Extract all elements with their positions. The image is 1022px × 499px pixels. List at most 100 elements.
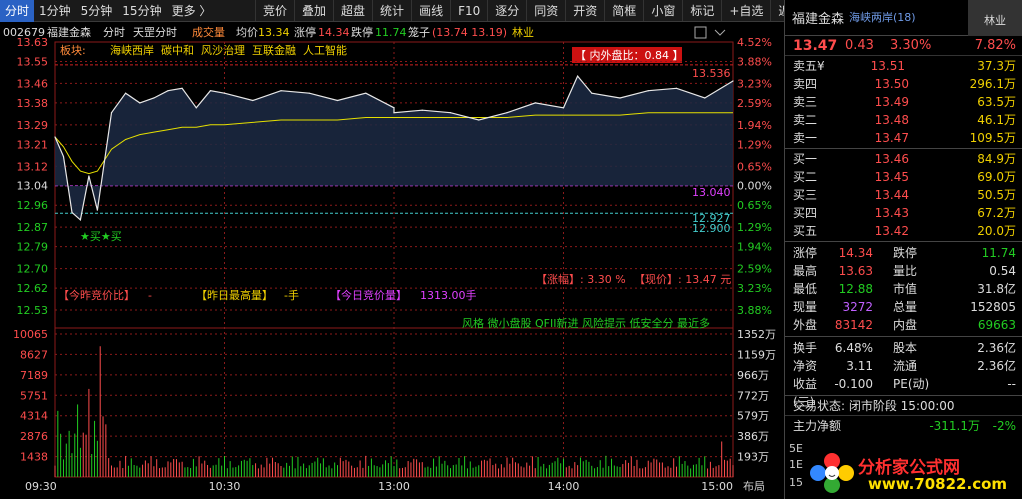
period-tab-4[interactable]: 更多 〉 (171, 3, 212, 18)
stat-label: 跌停 (893, 246, 918, 260)
percent-tick: 1.29% (737, 138, 772, 151)
style-tags: 风格 微小盘股 QFII新进 风险提示 低安全分 最近多 (462, 316, 710, 330)
stat-label: 最高 (793, 264, 818, 278)
price-point (252, 99, 254, 102)
toolbar-button-11[interactable]: 标记 (682, 0, 721, 21)
time-tick: 10:30 (209, 480, 241, 493)
ask-row[interactable]: 卖三 13.49 63.5万 (785, 93, 1022, 111)
ask-book: 卖五 ¥13.51 37.3万 卖四 13.50 296.1万 卖三 13.49 63.5万 卖二… (785, 56, 1022, 149)
stat-label: PE(动) (893, 377, 930, 391)
panel-change-pct: 3.30% (890, 38, 932, 53)
bid-row[interactable]: 买四 13.43 67.2万 (785, 204, 1022, 222)
volume-amount-tick: 193万 (737, 451, 769, 464)
bid-row[interactable]: 买二 13.45 69.0万 (785, 168, 1022, 186)
panel-industry-pct: 7.82% (974, 38, 1016, 53)
stat-row: 净资 3.11 流通 2.36亿 (785, 357, 1022, 375)
ask-row[interactable]: 卖二 13.48 46.1万 (785, 111, 1022, 129)
price-point (619, 97, 621, 99)
ask-row[interactable]: 卖四 13.50 296.1万 (785, 75, 1022, 93)
bid-row[interactable]: 买五 13.42 20.0万 (785, 222, 1022, 240)
toolbar-button-6[interactable]: 逐分 (487, 0, 526, 21)
chart-svg[interactable]: 002679 福建金森 分时 天罡分时 成交量 均价 13.34 涨停 14.3… (0, 22, 783, 499)
period-tab-1[interactable]: 1分钟 (39, 3, 71, 18)
side-tab-2[interactable]: 15 (789, 476, 803, 489)
settings-icon[interactable] (694, 26, 707, 39)
stat-value: 3.11 (846, 359, 873, 373)
price-tick: 12.70 (17, 263, 49, 276)
side-tab-1[interactable]: 1E (789, 458, 803, 471)
bid-level-label: 买四 (793, 206, 818, 220)
price-point (139, 102, 141, 104)
period-tab-0[interactable]: 分时 (0, 0, 35, 22)
volume-tick: 8627 (20, 348, 48, 361)
prev-close-marker-label: 13.040 (692, 186, 731, 199)
toolbar-button-7[interactable]: 同资 (526, 0, 565, 21)
change-label: 【涨幅】: 3.30 % (536, 273, 626, 286)
stat-value: 31.8亿 (977, 282, 1016, 296)
bid-price: 13.44 (874, 188, 909, 202)
toolbar-button-3[interactable]: 统计 (372, 0, 411, 21)
bid-volume: 69.0万 (977, 170, 1016, 184)
price-point (195, 107, 197, 109)
chevron-down-icon[interactable] (714, 29, 726, 36)
bid-price: 13.42 (874, 224, 909, 238)
bid-price: 13.45 (874, 170, 909, 184)
stats-block-2: 换手 6.48% 股本 2.36亿 净资 3.11 流通 2.36亿 收益(三) -0.100 PE… (785, 337, 1022, 409)
price-tick: 12.79 (17, 241, 49, 254)
intraday-chart[interactable]: 002679 福建金森 分时 天罡分时 成交量 均价 13.34 涨停 14.3… (0, 22, 783, 499)
period-tab-3[interactable]: 15分钟 (122, 3, 162, 18)
toolbar-button-9[interactable]: 简框 (604, 0, 643, 21)
volume-amount-tick: 579万 (737, 410, 769, 423)
price-point (704, 97, 706, 99)
volume-amount-tick: 772万 (737, 389, 769, 402)
layout-tab[interactable]: 布局 (743, 480, 765, 493)
bid-row[interactable]: 买三 13.44 50.5万 (785, 186, 1022, 204)
price-tick: 13.12 (17, 160, 49, 173)
ask-row[interactable]: 卖一 13.47 109.5万 (785, 129, 1022, 147)
price-point (732, 80, 734, 82)
price-point (209, 90, 211, 92)
toolbar-button-2[interactable]: 超盘 (333, 0, 372, 21)
price-point (675, 87, 678, 89)
ask-volume: 37.3万 (977, 59, 1016, 73)
side-tab-0[interactable]: 5E (789, 442, 803, 455)
stat-label: 市值 (893, 282, 918, 296)
avg-label: 均价 (236, 26, 258, 39)
spread-label: 笼子 (408, 25, 430, 39)
volume-amount-tick: 386万 (737, 430, 769, 443)
panel-sector[interactable]: 海峡两岸(18) (849, 9, 916, 25)
bid-level-label: 买五 (793, 224, 818, 238)
price-point (647, 90, 649, 92)
bid-book: 买一 13.46 84.9万 买二 13.45 69.0万 买三 13.44 50.5万 买四 13… (785, 149, 1022, 242)
toolbar-button-0[interactable]: 竞价 (255, 0, 294, 21)
ask-row[interactable]: 卖五 ¥13.51 37.3万 (785, 57, 1022, 75)
panel-industry-box[interactable]: 林业 (968, 0, 1022, 36)
watermark-logo: 分析家公式网 www.70822.com (808, 451, 1018, 495)
toolbar-button-10[interactable]: 小窗 (643, 0, 682, 21)
toolbar-button-1[interactable]: 叠加 (294, 0, 333, 21)
watermark-text: 分析家公式网 (858, 458, 960, 478)
price-tick: 13.29 (17, 119, 49, 132)
buy-signals: ★买★买 (80, 230, 122, 243)
period-tab-2[interactable]: 5分钟 (80, 3, 113, 18)
toolbar-button-4[interactable]: 画线 (411, 0, 450, 21)
toolbar-button-12[interactable]: +自选 (721, 0, 770, 21)
percent-tick: 0.00% (737, 180, 772, 193)
ask-price: 13.51 (870, 59, 905, 73)
quote-panel: 福建金森 海峡两岸(18) 林业 13.47 0.43 3.30% 7.82% … (743, 0, 1022, 499)
sector-tag: 碳中和 (161, 43, 194, 57)
bid-row[interactable]: 买一 13.46 84.9万 (785, 150, 1022, 168)
ask-level-label: 卖四 (793, 77, 818, 91)
ask-level-label: 卖二 (793, 113, 818, 127)
ask-level-label: 卖三 (793, 95, 818, 109)
stat-row: 最高 13.63 量比 0.54 (785, 262, 1022, 280)
toolbar-button-8[interactable]: 开资 (565, 0, 604, 21)
percent-tick: 2.59% (737, 97, 772, 110)
price-tick: 13.46 (17, 77, 49, 90)
percent-tick: 1.94% (737, 241, 772, 254)
yesterday-high-value: -手 (284, 288, 299, 302)
toolbar-button-5[interactable]: F10 (450, 0, 487, 21)
price-axis: 13.63 13.55 13.46 13.38 13.29 13.21 13.12 13.04… (17, 36, 49, 317)
price-point (421, 109, 423, 111)
price-point (79, 219, 82, 221)
